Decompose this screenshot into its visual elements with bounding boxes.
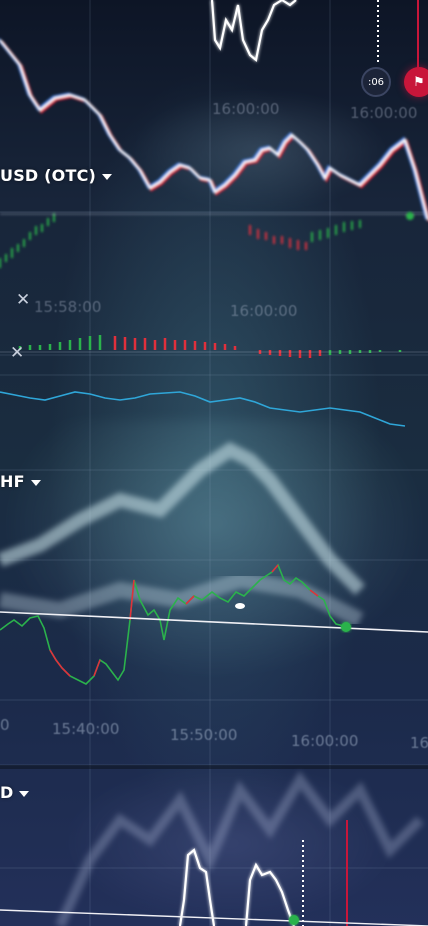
pair-label-middle: HF (0, 472, 25, 491)
chevron-down-icon (19, 790, 30, 797)
current-price-dot (341, 622, 351, 632)
price-level-line (0, 611, 428, 633)
top-price-line (0, 38, 428, 222)
top-spike-line (210, 0, 297, 63)
pair-selector-top[interactable]: USD (OTC) (0, 166, 113, 185)
pair-label-top: USD (OTC) (0, 166, 97, 185)
pair-label-bottom: D (0, 783, 14, 802)
ghost-wave-bottom (55, 771, 424, 926)
flag-icon[interactable]: ⚑ (404, 67, 428, 97)
axis-label: 15:50:00 (170, 726, 238, 744)
indicator-line (0, 391, 406, 427)
time-label: 16:00:00 (350, 104, 418, 122)
blur-glow-bottom (60, 760, 400, 926)
bottom-price-dot (289, 915, 299, 925)
trade-marker (235, 603, 245, 609)
pair-selector-middle[interactable]: HF (0, 472, 41, 491)
bottom-spike-line (178, 848, 296, 926)
candles-top (0, 212, 428, 268)
timer-value: :06 (367, 76, 385, 88)
axis-label: 0 (0, 716, 10, 734)
close-icon[interactable]: ✕ (10, 343, 25, 363)
chevron-down-icon (102, 173, 113, 180)
time-label: 16:00:00 (230, 302, 298, 320)
pair-selector-bottom[interactable]: D (0, 783, 30, 802)
time-label: 16:00:00 (212, 100, 280, 118)
candles-middle (0, 563, 345, 685)
axis-label: 15:40:00 (52, 720, 120, 738)
axis-label: 16:00:00 (291, 732, 359, 750)
time-label: 15:58:00 (34, 298, 102, 316)
timer-badge: :06 (361, 67, 391, 97)
macd-histogram (0, 335, 428, 358)
chevron-down-icon (30, 479, 41, 486)
ghost-wave-mid (0, 441, 365, 595)
close-icon[interactable]: ✕ (16, 290, 31, 310)
axis-label: 16 (410, 734, 428, 752)
